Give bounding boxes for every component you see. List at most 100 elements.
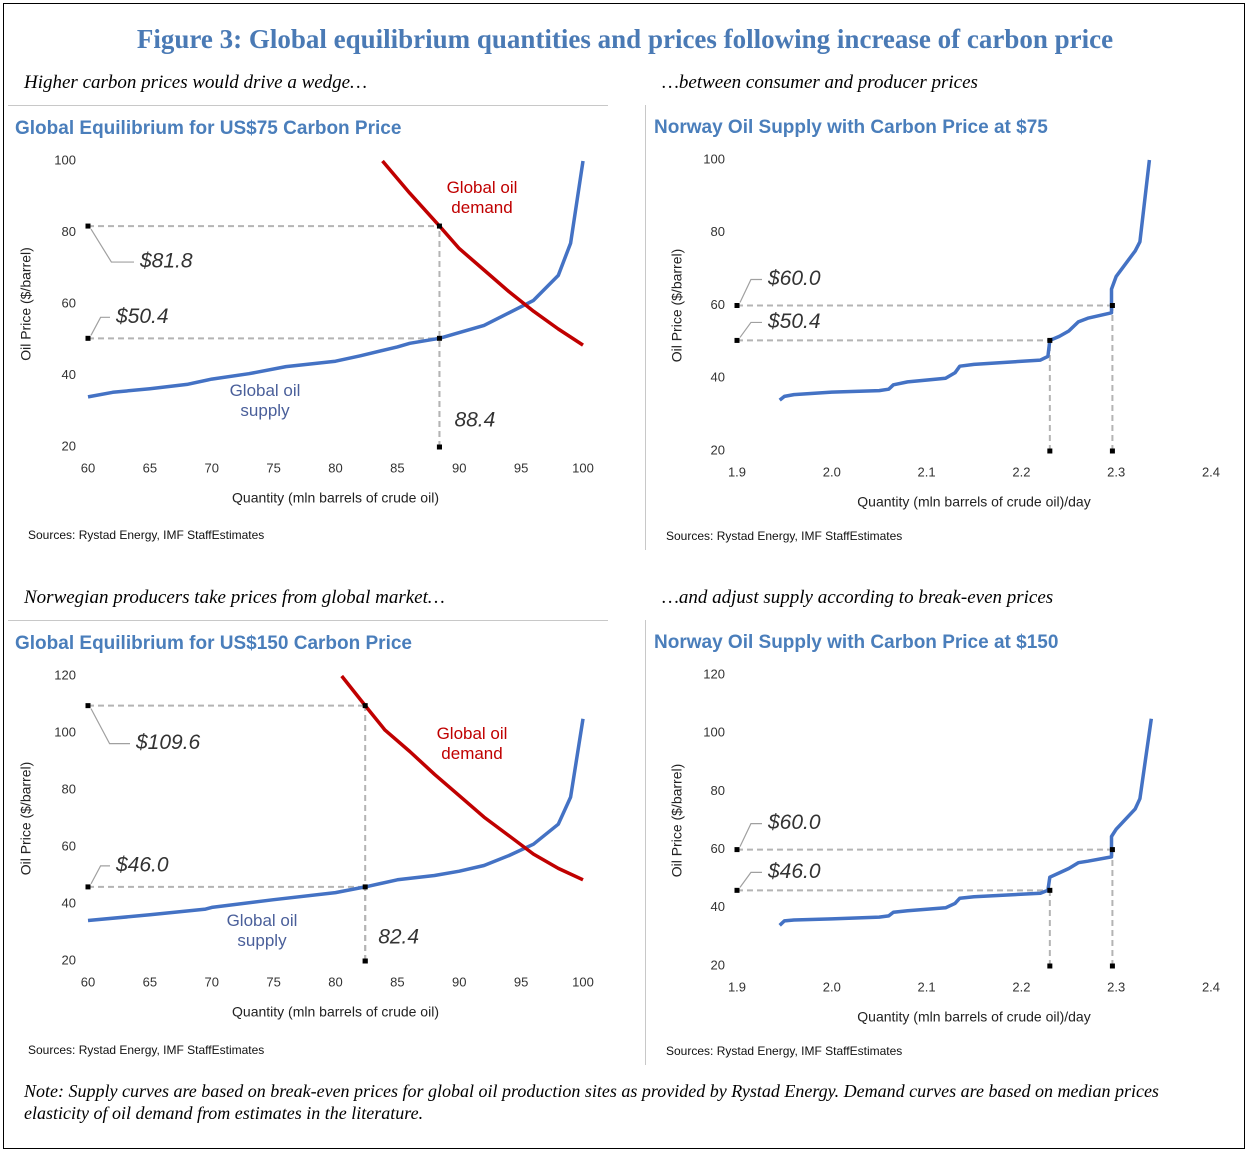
y-tick-label: 60 bbox=[711, 297, 725, 312]
chart-panel: Norway Oil Supply with Carbon Price at $… bbox=[645, 105, 1246, 550]
chart-title: Global Equilibrium for US$75 Carbon Pric… bbox=[15, 118, 401, 139]
series-label: Global oil supply bbox=[229, 381, 301, 420]
guide-marker bbox=[734, 337, 740, 343]
x-axis-title: Quantity (mln barrels of crude oil) bbox=[232, 490, 439, 506]
guide-marker bbox=[362, 884, 368, 890]
x-annotation: 82.4 bbox=[378, 926, 419, 949]
x-tick-label: 100 bbox=[572, 974, 594, 989]
y-tick-label: 20 bbox=[62, 438, 76, 453]
x-tick-label: 65 bbox=[143, 460, 157, 475]
y-tick-label: 60 bbox=[711, 841, 725, 856]
caption: …between consumer and producer prices bbox=[662, 72, 978, 93]
x-tick-label: 2.4 bbox=[1202, 979, 1220, 994]
guide-marker bbox=[734, 887, 740, 893]
leader-line bbox=[739, 321, 762, 338]
leader-line bbox=[739, 278, 762, 303]
guide-marker bbox=[1047, 448, 1053, 454]
caption: Higher carbon prices would drive a wedge… bbox=[24, 72, 368, 93]
leader-line bbox=[90, 316, 110, 336]
x-axis-title: Quantity (mln barrels of crude oil)/day bbox=[857, 1009, 1090, 1025]
guide-marker bbox=[436, 223, 442, 229]
figure-frame bbox=[3, 3, 1245, 1149]
x-tick-label: 60 bbox=[81, 460, 95, 475]
x-axis-title: Quantity (mln barrels of crude oil) bbox=[232, 1004, 439, 1020]
source: Sources: Rystad Energy, IMF StaffEstimat… bbox=[666, 529, 902, 543]
y-tick-label: 40 bbox=[711, 899, 725, 914]
caption: …and adjust supply according to break-ev… bbox=[662, 587, 1054, 608]
y-axis-title: Oil Price ($/barrel) bbox=[18, 762, 34, 876]
x-tick-label: 2.4 bbox=[1202, 464, 1220, 479]
guide-marker bbox=[362, 958, 368, 964]
leader-line bbox=[739, 823, 762, 847]
series-line bbox=[87, 160, 585, 399]
x-tick-label: 70 bbox=[205, 460, 219, 475]
x-tick-label: 2.2 bbox=[1012, 979, 1030, 994]
series-line bbox=[340, 674, 584, 882]
chart: Norway Oil Supply with Carbon Price at $… bbox=[654, 117, 1220, 543]
chart-panel: Global Equilibrium for US$150 Carbon Pri… bbox=[8, 620, 608, 1066]
chart: Global Equilibrium for US$150 Carbon Pri… bbox=[15, 633, 594, 1057]
guide-marker bbox=[85, 884, 91, 890]
guide-label: $50.4 bbox=[115, 305, 169, 328]
x-tick-label: 2.0 bbox=[823, 464, 841, 479]
x-tick-label: 2.3 bbox=[1107, 979, 1125, 994]
y-tick-label: 80 bbox=[711, 224, 725, 239]
caption: Norwegian producers take prices from glo… bbox=[24, 587, 445, 608]
y-tick-label: 100 bbox=[703, 151, 725, 166]
guide-label: $60.0 bbox=[767, 267, 821, 290]
x-tick-label: 95 bbox=[514, 460, 528, 475]
guide-marker bbox=[1109, 303, 1115, 308]
y-tick-label: 100 bbox=[54, 724, 76, 739]
guide-marker bbox=[1047, 963, 1053, 969]
series-line bbox=[778, 159, 1152, 402]
source: Sources: Rystad Energy, IMF StaffEstimat… bbox=[28, 1043, 264, 1057]
figure-title: Figure 3: Global equilibrium quantities … bbox=[136, 24, 1114, 54]
y-tick-label: 60 bbox=[62, 295, 76, 310]
x-tick-label: 80 bbox=[328, 460, 342, 475]
note: Note: Supply curves are based on break-e… bbox=[24, 1081, 1159, 1123]
guide-marker bbox=[85, 335, 91, 341]
y-tick-label: 40 bbox=[62, 895, 76, 910]
guide-label: $109.6 bbox=[135, 731, 201, 754]
x-tick-label: 75 bbox=[266, 974, 280, 989]
series-label: Global oil demand bbox=[437, 724, 508, 763]
guide-marker bbox=[734, 847, 740, 853]
chart-title: Norway Oil Supply with Carbon Price at $… bbox=[654, 632, 1058, 653]
x-tick-label: 2.2 bbox=[1012, 464, 1030, 479]
y-tick-label: 80 bbox=[62, 781, 76, 796]
chart-panel: Global Equilibrium for US$75 Carbon Pric… bbox=[8, 105, 608, 551]
series-line bbox=[381, 159, 584, 347]
x-tick-label: 60 bbox=[81, 974, 95, 989]
guide-marker bbox=[362, 703, 368, 709]
series-name: Global oil demand bbox=[446, 178, 518, 217]
guide-label: $81.8 bbox=[139, 250, 193, 273]
guide-marker bbox=[1047, 337, 1053, 343]
y-tick-label: 100 bbox=[703, 725, 725, 740]
guide-label: $50.4 bbox=[767, 310, 821, 333]
y-tick-label: 40 bbox=[711, 370, 725, 385]
x-tick-label: 70 bbox=[205, 974, 219, 989]
guide-marker bbox=[1109, 448, 1115, 454]
chart: Global Equilibrium for US$75 Carbon Pric… bbox=[15, 118, 594, 542]
series-name: Global oil supply bbox=[226, 911, 298, 950]
chart: Norway Oil Supply with Carbon Price at $… bbox=[654, 632, 1220, 1058]
guide-label: $46.0 bbox=[115, 853, 169, 876]
x-tick-label: 2.3 bbox=[1107, 464, 1125, 479]
y-axis-title: Oil Price ($/barrel) bbox=[669, 249, 685, 363]
series-name: Global oil supply bbox=[229, 381, 301, 420]
leader-line bbox=[90, 865, 110, 885]
guide-marker bbox=[85, 703, 91, 709]
x-tick-label: 90 bbox=[452, 460, 466, 475]
guide-marker bbox=[1109, 847, 1115, 853]
x-tick-label: 85 bbox=[390, 460, 404, 475]
leader-line bbox=[739, 871, 762, 888]
x-annotation: 88.4 bbox=[454, 409, 495, 432]
chart-panel: Norway Oil Supply with Carbon Price at $… bbox=[645, 620, 1246, 1065]
y-tick-label: 120 bbox=[703, 666, 725, 681]
x-tick-label: 65 bbox=[143, 974, 157, 989]
guide-marker bbox=[1047, 887, 1053, 893]
series-label: Global oil supply bbox=[226, 911, 298, 950]
guide-marker bbox=[1109, 963, 1115, 969]
guide-label: $60.0 bbox=[767, 811, 821, 834]
y-tick-label: 20 bbox=[62, 952, 76, 967]
